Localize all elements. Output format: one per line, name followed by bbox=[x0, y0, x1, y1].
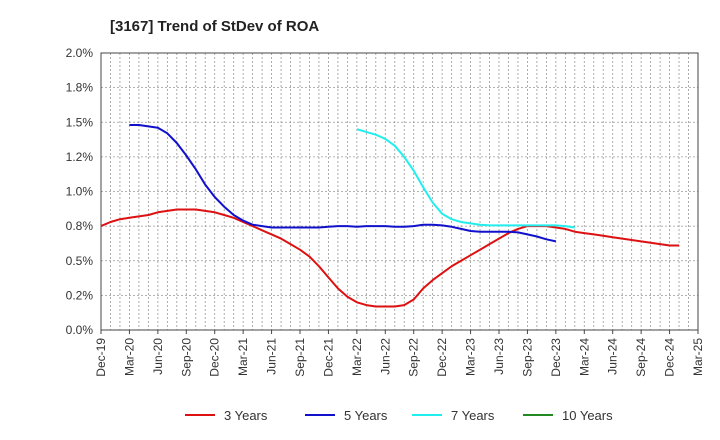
y-tick-label: 1.0% bbox=[66, 185, 94, 199]
plot-area-frame bbox=[100, 52, 699, 331]
x-axis-ticks: Dec-19 Mar-20 Jun-20 Sep-20 Dec-20 Mar-21 Jun-… bbox=[94, 330, 705, 377]
x-tick-label: Sep-20 bbox=[179, 338, 193, 377]
y-tick-label: 1.5% bbox=[66, 115, 94, 129]
x-tick-label: Dec-19 bbox=[94, 338, 108, 377]
x-tick-label: Mar-22 bbox=[350, 338, 364, 376]
series-line-7-years bbox=[356, 128, 575, 229]
x-tick-label: Mar-20 bbox=[122, 338, 136, 376]
x-tick-label: Jun-22 bbox=[378, 338, 392, 375]
x-tick-label: Jun-24 bbox=[606, 338, 620, 375]
series-line-3-years bbox=[100, 208, 679, 308]
x-tick-label: Mar-24 bbox=[577, 338, 591, 376]
chart-title: [3167] Trend of StDev of ROA bbox=[110, 18, 319, 35]
series-lines bbox=[100, 124, 679, 308]
legend: 3 Years 5 Years 7 Years 10 Years bbox=[185, 408, 613, 423]
x-tick-label: Jun-23 bbox=[492, 338, 506, 375]
grid-lines bbox=[101, 53, 698, 330]
legend-label: 5 Years bbox=[344, 408, 388, 423]
x-tick-label: Sep-21 bbox=[293, 338, 307, 377]
legend-label: 10 Years bbox=[562, 408, 613, 423]
y-tick-label: 0.8% bbox=[66, 219, 94, 233]
y-tick-label: 2.0% bbox=[66, 46, 94, 60]
legend-label: 3 Years bbox=[224, 408, 268, 423]
x-tick-label: Mar-23 bbox=[464, 338, 478, 376]
x-tick-label: Jun-21 bbox=[265, 338, 279, 375]
y-tick-label: 0.0% bbox=[66, 323, 94, 337]
x-tick-label: Jun-20 bbox=[151, 338, 165, 375]
x-tick-label: Sep-22 bbox=[407, 338, 421, 377]
x-tick-label: Sep-24 bbox=[634, 338, 648, 377]
x-tick-label: Dec-20 bbox=[208, 338, 222, 377]
y-axis-ticks: 0.0% 0.2% 0.5% 0.8% 1.0% 1.2% 1.5% 1.8% 2.0% bbox=[66, 46, 94, 337]
x-tick-label: Sep-23 bbox=[520, 338, 534, 377]
y-tick-label: 0.2% bbox=[66, 288, 94, 302]
y-tick-label: 1.8% bbox=[66, 81, 94, 95]
series-line-5-years bbox=[129, 124, 557, 243]
y-tick-label: 0.5% bbox=[66, 254, 94, 268]
x-tick-label: Dec-24 bbox=[663, 338, 677, 377]
y-tick-label: 1.2% bbox=[66, 150, 94, 164]
legend-label: 7 Years bbox=[451, 408, 495, 423]
x-tick-label: Dec-21 bbox=[321, 338, 335, 377]
x-tick-label: Mar-25 bbox=[691, 338, 705, 376]
x-tick-label: Dec-23 bbox=[549, 338, 563, 377]
x-tick-label: Mar-21 bbox=[236, 338, 250, 376]
x-tick-label: Dec-22 bbox=[435, 338, 449, 377]
